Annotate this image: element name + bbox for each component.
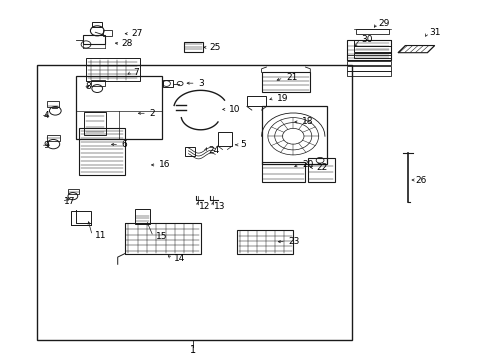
Text: 28: 28 [122,39,133,48]
Bar [125,223,200,253]
Bar [346,60,390,65]
Bar [346,66,390,71]
Text: 3: 3 [198,79,203,88]
Bar [86,58,140,81]
Bar [183,41,203,51]
Bar [103,31,112,36]
Text: 17: 17 [64,197,76,206]
Text: 31: 31 [428,28,439,37]
Text: 8: 8 [85,82,91,91]
Text: 16: 16 [159,161,170,170]
Text: 22: 22 [316,163,327,172]
Bar [261,72,310,92]
Bar [162,80,173,87]
Text: 9: 9 [43,141,49,150]
Bar [237,230,293,253]
Bar [307,158,334,182]
Bar [47,135,60,140]
Text: 21: 21 [285,73,297,82]
Text: 10: 10 [228,105,240,114]
Text: 7: 7 [133,68,139,77]
Bar [355,30,388,34]
Bar [71,211,91,225]
Text: 1: 1 [190,345,196,355]
Text: 12: 12 [199,202,210,211]
Text: 6: 6 [122,140,127,149]
Text: 24: 24 [207,146,219,155]
Bar [184,147,194,156]
Text: 19: 19 [276,94,287,103]
Bar [135,209,150,224]
Text: 5: 5 [240,140,246,149]
Text: 25: 25 [209,43,220,52]
Bar [37,65,351,339]
Text: 4: 4 [43,111,49,120]
Bar [261,162,305,182]
Bar [91,80,104,86]
Bar [83,112,105,135]
Bar [353,53,390,58]
Bar [82,36,104,44]
Bar [246,96,266,107]
Text: 14: 14 [173,254,185,263]
Text: 26: 26 [414,176,426,185]
Bar [346,40,390,60]
Text: 2: 2 [149,109,155,118]
Text: 11: 11 [95,231,106,240]
Text: 18: 18 [302,117,313,126]
Bar [92,22,102,27]
Bar [47,101,59,107]
Text: 20: 20 [302,161,313,170]
Text: 13: 13 [214,202,225,211]
Text: 29: 29 [378,19,389,28]
Text: 15: 15 [156,232,167,241]
Bar [353,46,390,52]
Text: 27: 27 [131,29,142,38]
Text: 30: 30 [361,35,372,44]
Text: 23: 23 [288,237,299,246]
Bar [79,128,125,175]
Bar [353,40,390,45]
Bar [261,107,327,164]
Bar [346,71,390,76]
Bar [217,132,232,146]
Bar [76,76,161,139]
Bar [346,55,390,60]
Bar [68,189,79,194]
